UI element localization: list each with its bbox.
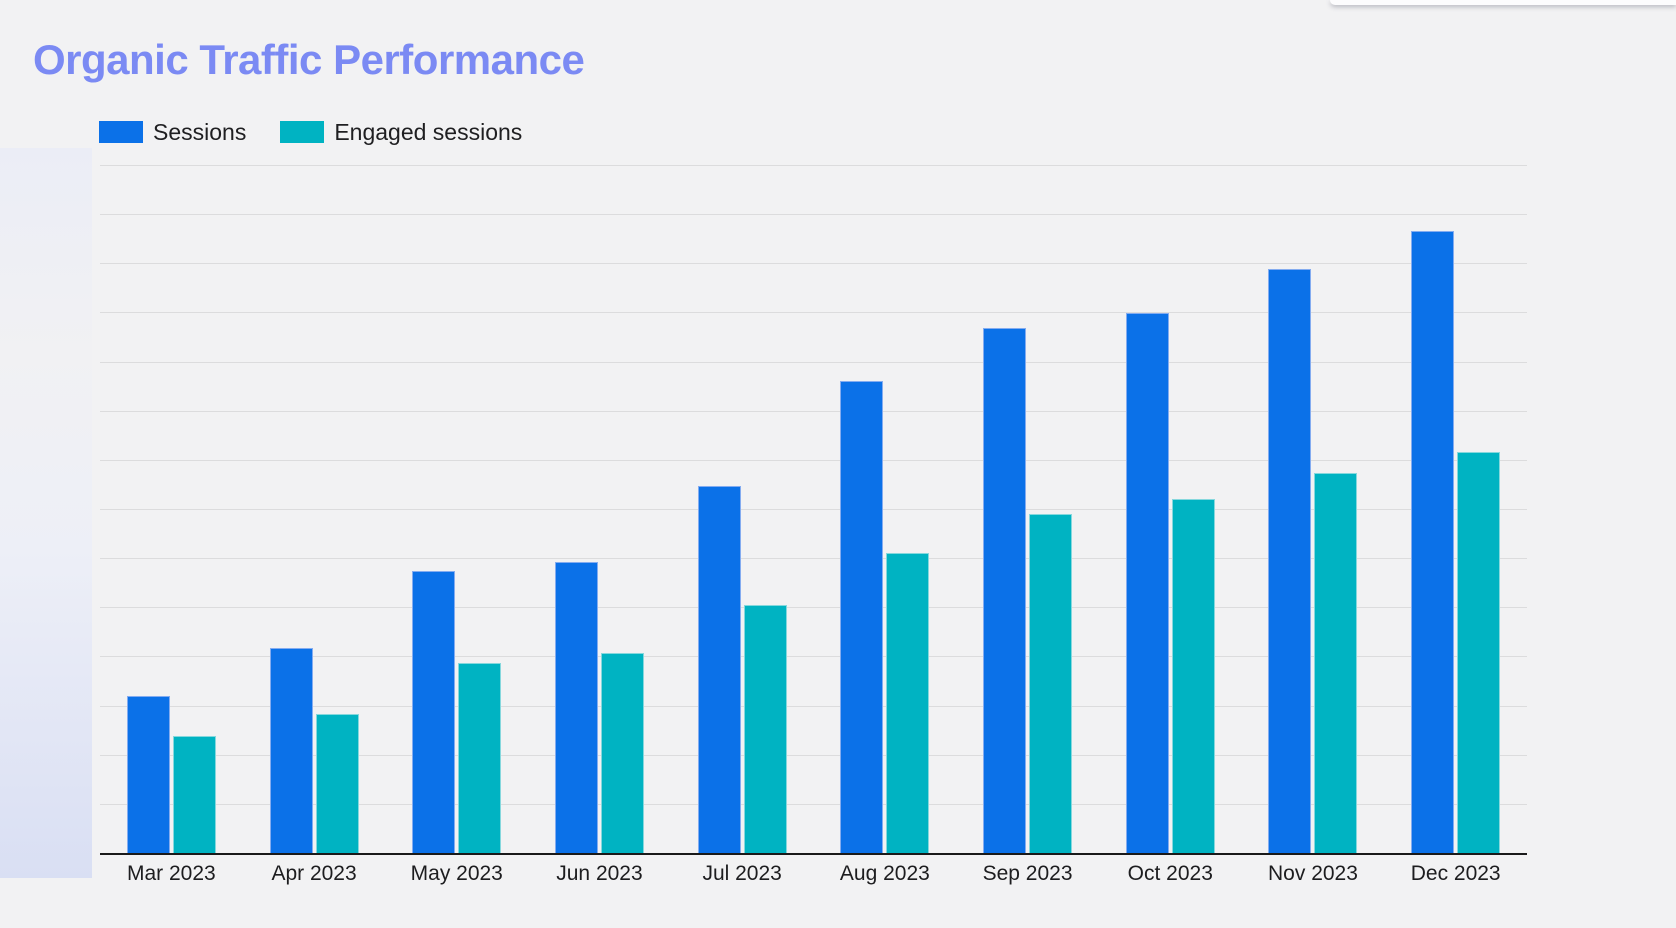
- bar-sessions[interactable]: [1268, 268, 1312, 853]
- sessions-swatch-icon: [99, 121, 143, 143]
- gridline: [100, 410, 1527, 412]
- gridline: [100, 656, 1527, 658]
- bar-groups: [100, 165, 1527, 853]
- bar-sessions[interactable]: [412, 571, 456, 853]
- gridline: [100, 459, 1527, 461]
- bar-sessions[interactable]: [269, 647, 313, 853]
- gridline: [100, 705, 1527, 707]
- legend-label-sessions: Sessions: [153, 118, 247, 145]
- bar-group-sep-2023: [956, 165, 1099, 853]
- overlapping-card-edge: [1330, 0, 1676, 5]
- bar-pair: [1411, 165, 1501, 853]
- bar-sessions[interactable]: [1411, 231, 1455, 853]
- bar-engaged-sessions[interactable]: [886, 552, 930, 853]
- gridline: [100, 361, 1527, 363]
- bar-pair: [554, 165, 644, 853]
- gridline: [100, 509, 1527, 510]
- x-axis-label: Apr 2023: [271, 862, 357, 885]
- left-gradient-decoration: [0, 148, 92, 878]
- bar-group-may-2023: [385, 165, 528, 853]
- gridline: [100, 312, 1527, 314]
- bar-sessions[interactable]: [983, 328, 1027, 853]
- bar-engaged-sessions[interactable]: [315, 713, 359, 853]
- legend-item-sessions[interactable]: Sessions: [99, 119, 246, 146]
- x-axis-label: May 2023: [410, 862, 503, 885]
- bar-pair: [840, 165, 930, 853]
- x-axis-label: Jun 2023: [556, 862, 643, 885]
- bar-sessions[interactable]: [126, 696, 170, 853]
- bar-group-nov-2023: [1242, 165, 1385, 853]
- bar-pair: [412, 165, 502, 853]
- gridline: [100, 754, 1527, 756]
- bar-group-jul-2023: [671, 165, 814, 853]
- x-axis-label: Nov 2023: [1268, 862, 1358, 885]
- bar-engaged-sessions[interactable]: [743, 605, 787, 853]
- bar-pair: [983, 165, 1073, 853]
- bar-sessions[interactable]: [697, 485, 741, 853]
- bar-sessions[interactable]: [554, 562, 598, 853]
- bar-pair: [126, 165, 216, 853]
- gridline: [100, 214, 1527, 216]
- bar-group-aug-2023: [814, 165, 957, 853]
- x-axis-labels: Mar 2023 Apr 2023 May 2023 Jun 2023 Jul 2023…: [100, 862, 1527, 886]
- x-axis-label: Sep 2023: [982, 862, 1073, 885]
- page-title: Organic Traffic Performance: [33, 36, 585, 84]
- x-axis-label: Dec 2023: [1410, 862, 1501, 885]
- bar-chart-plot-area: [100, 165, 1527, 855]
- legend-label-engaged-sessions: Engaged sessions: [334, 118, 523, 145]
- x-axis-label: Aug 2023: [839, 862, 930, 885]
- bar-engaged-sessions[interactable]: [172, 735, 216, 853]
- bar-engaged-sessions[interactable]: [1171, 498, 1215, 853]
- gridline: [100, 165, 1527, 166]
- bar-pair: [697, 165, 787, 853]
- bar-group-mar-2023: [100, 165, 243, 853]
- gridline: [100, 558, 1527, 560]
- bar-engaged-sessions[interactable]: [600, 652, 644, 853]
- bar-pair: [1268, 165, 1358, 853]
- bar-group-oct-2023: [1099, 165, 1242, 853]
- bar-group-jun-2023: [528, 165, 671, 853]
- gridline: [100, 803, 1527, 805]
- bar-pair: [1125, 165, 1215, 853]
- bar-sessions[interactable]: [1125, 312, 1169, 853]
- x-axis-label: Oct 2023: [1127, 862, 1213, 885]
- bar-engaged-sessions[interactable]: [458, 663, 502, 853]
- bar-group-apr-2023: [243, 165, 386, 853]
- bar-engaged-sessions[interactable]: [1029, 514, 1073, 853]
- bar-pair: [269, 165, 359, 853]
- chart-legend: Sessions Engaged sessions: [99, 119, 522, 145]
- x-axis-label: Jul 2023: [702, 862, 782, 885]
- legend-item-engaged-sessions[interactable]: Engaged sessions: [280, 119, 522, 146]
- engaged-sessions-swatch-icon: [280, 121, 325, 143]
- bar-engaged-sessions[interactable]: [1314, 472, 1358, 853]
- x-axis-label: Mar 2023: [126, 862, 216, 885]
- bar-group-dec-2023: [1384, 165, 1527, 853]
- gridline: [100, 607, 1527, 609]
- bar-sessions[interactable]: [840, 380, 884, 853]
- bar-engaged-sessions[interactable]: [1457, 452, 1501, 853]
- gridline: [100, 263, 1527, 265]
